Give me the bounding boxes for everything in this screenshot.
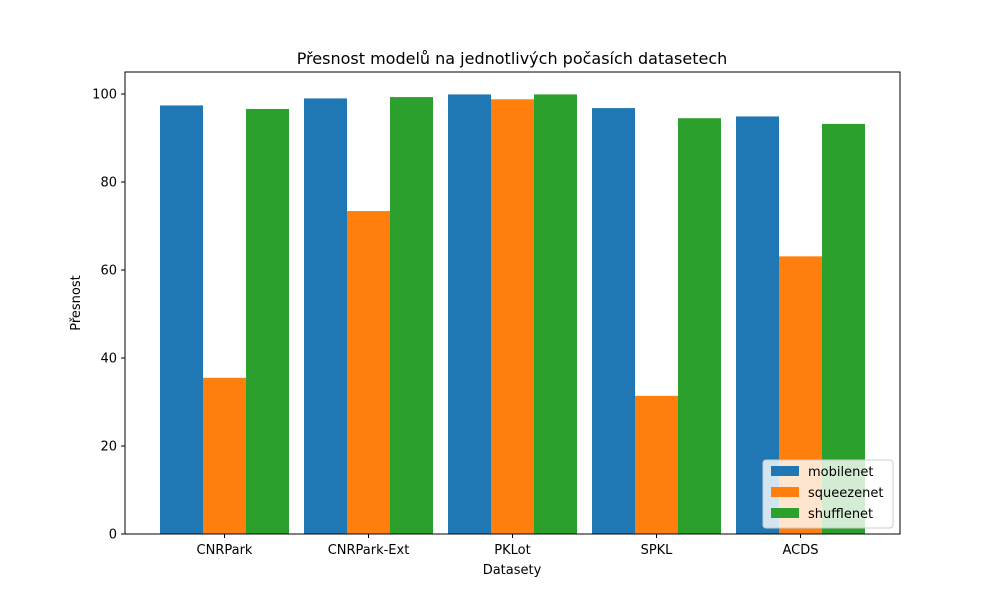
bar-squeezenet-pklot [491, 99, 534, 534]
plot-frame [124, 71, 901, 535]
y-tick-label: 20 [100, 440, 117, 455]
legend-swatch-squeezenet [771, 487, 799, 497]
y-tick-label: 60 [100, 264, 117, 279]
x-axis-ticks: CNRPark CNRPark-Ext PKLot SPKL ACDS [197, 534, 819, 558]
bar-squeezenet-cnrpark-ext [347, 211, 390, 535]
bar-mobilenet-spkl [592, 108, 635, 534]
y-axis-label: Přesnost [69, 275, 84, 331]
bars-group [160, 94, 865, 535]
bar-shufflenet-spkl [678, 118, 721, 534]
x-axis-label: Datasety [483, 563, 542, 578]
bar-squeezenet-spkl [635, 395, 678, 534]
y-tick-label: 0 [109, 528, 117, 543]
chart-title: Přesnost modelů na jednotlivých počasích… [297, 49, 728, 68]
bar-squeezenet-cnrpark [203, 377, 246, 534]
legend-label-mobilenet: mobilenet [808, 465, 873, 480]
bar-shufflenet-cnrpark [246, 108, 289, 535]
x-tick-label: PKLot [494, 543, 530, 558]
legend-label-squeezenet: squeezenet [808, 486, 883, 501]
y-tick-label: 80 [100, 176, 117, 191]
y-tick-label: 40 [100, 352, 117, 367]
bar-mobilenet-cnrpark-ext [304, 98, 347, 535]
legend-swatch-mobilenet [771, 466, 799, 476]
y-axis-ticks: 0 20 40 60 80 100 [92, 88, 125, 543]
legend: mobilenet squeezenet shufflenet [762, 459, 894, 529]
x-tick-label: CNRPark-Ext [328, 543, 410, 558]
x-tick-label: CNRPark [197, 543, 253, 558]
bar-shufflenet-cnrpark-ext [390, 97, 433, 534]
x-tick-label: ACDS [782, 543, 818, 558]
x-tick-label: SPKL [641, 543, 674, 558]
legend-label-shufflenet: shufflenet [808, 507, 873, 522]
legend-swatch-shufflenet [771, 508, 799, 518]
bar-mobilenet-pklot [448, 94, 491, 534]
bar-mobilenet-cnrpark [160, 105, 203, 534]
bar-shufflenet-pklot [534, 94, 577, 534]
y-tick-label: 100 [92, 88, 117, 103]
